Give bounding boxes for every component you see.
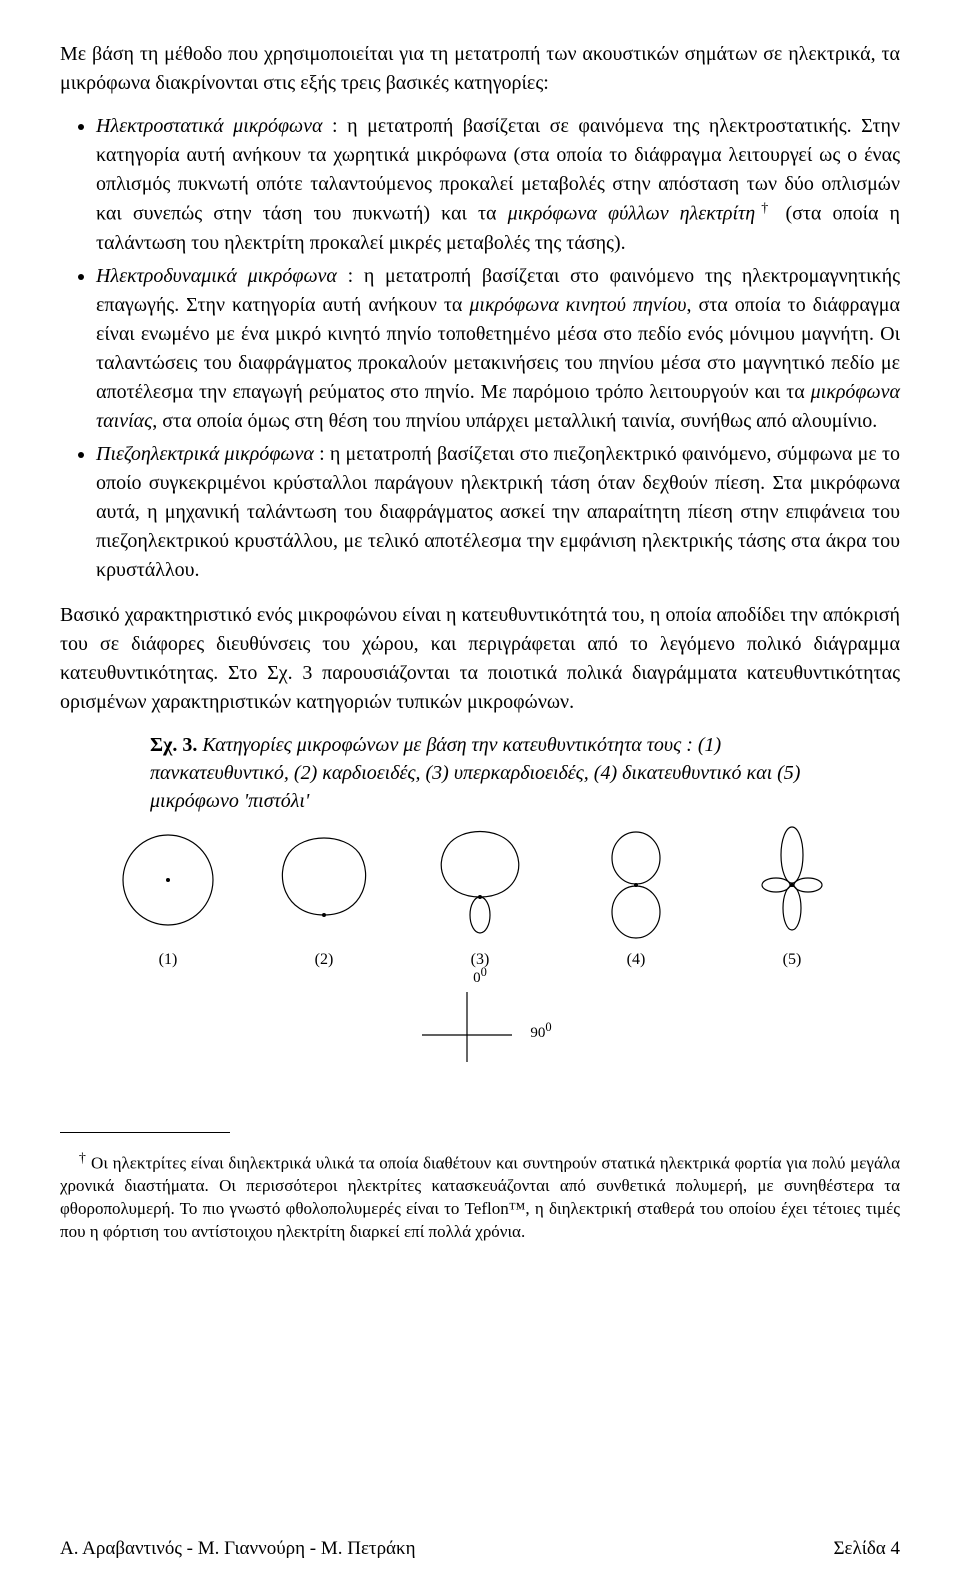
bullet2-em1: μικρόφωνα κινητού πηνίου (469, 294, 686, 316)
category-list: Ηλεκτροστατικά μικρόφωνα : η μετατροπή β… (60, 112, 900, 585)
bullet-electrodynamic: Ηλεκτροδυναμικά μικρόφωνα : η μετατροπή … (96, 262, 900, 436)
pattern-hypercardioid: (3) (420, 825, 540, 969)
bullet2-body-c: , στα οποία όμως στη θέση του πηνίου υπά… (152, 410, 877, 432)
dagger-ref: † (755, 201, 774, 216)
bullet1-em: μικρόφωνα φύλλων ηλεκτρίτη (508, 203, 756, 225)
label-1: (1) (159, 951, 178, 969)
footnote-rule (60, 1132, 230, 1133)
bullet1-lead: Ηλεκτροστατικά μικρόφωνα (96, 115, 323, 137)
axis-indicator: 00 900 (60, 965, 900, 1072)
footnote: † Οι ηλεκτρίτες είναι διηλεκτρικά υλικά … (60, 1150, 900, 1244)
caption-lead: Σχ. 3. (150, 734, 197, 756)
intro-paragraph: Με βάση τη μέθοδο που χρησιμοποιείται γι… (60, 40, 900, 98)
bullet3-lead: Πιεζοηλεκτρικά μικρόφωνα (96, 443, 314, 465)
label-2: (2) (315, 951, 334, 969)
ninety-deg: 900 (530, 1025, 551, 1041)
directivity-paragraph: Βασικό χαρακτηριστικό ενός μικροφώνου εί… (60, 601, 900, 717)
footer-page: Σελίδα 4 (833, 1538, 900, 1560)
label-4: (4) (627, 951, 646, 969)
polar-patterns-row: (1) (2) (3) (90, 825, 870, 969)
pattern-cardioid: (2) (264, 825, 384, 969)
bullet-electrostatic: Ηλεκτροστατικά μικρόφωνα : η μετατροπή β… (96, 112, 900, 258)
pattern-omni: (1) (108, 825, 228, 969)
caption-body: Κατηγορίες μικροφώνων με βάση την κατευθ… (150, 734, 800, 812)
pattern-shotgun: (5) (732, 825, 852, 969)
page-footer: Α. Αραβαντινός - Μ. Γιαννούρη - Μ. Πετρά… (60, 1534, 900, 1560)
footer-authors: Α. Αραβαντινός - Μ. Γιαννούρη - Μ. Πετρά… (60, 1538, 416, 1560)
zero-deg: 00 (473, 970, 487, 986)
pattern-bidirectional: (4) (576, 825, 696, 969)
footnote-text: Οι ηλεκτρίτες είναι διηλεκτρικά υλικά τα… (60, 1153, 900, 1241)
figure-caption: Σχ. 3. Κατηγορίες μικροφώνων με βάση την… (150, 731, 810, 815)
bullet-piezoelectric: Πιεζοηλεκτρικά μικρόφωνα : η μετατροπή β… (96, 440, 900, 585)
label-5: (5) (783, 951, 802, 969)
bullet2-lead: Ηλεκτροδυναμικά μικρόφωνα (96, 265, 337, 287)
